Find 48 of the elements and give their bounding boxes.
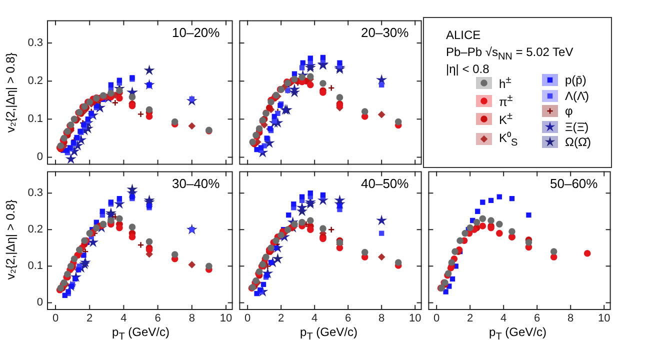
y-axis-title: v₂{2,|Δη| > 0.8} — [3, 199, 18, 280]
x-tick-label: 10 — [598, 312, 610, 325]
legend-label: Λ(Λ̄) — [565, 88, 590, 102]
x-tick-label: 4 — [500, 312, 507, 325]
y-axis-title: v₂{2,|Δη| > 0.8} — [3, 52, 18, 133]
y-tick-label: 0.2 — [28, 75, 43, 88]
chart-title: 20–30% — [361, 25, 409, 40]
y-tick-label: 0.3 — [28, 187, 43, 200]
y-tick-label: 0.1 — [28, 260, 43, 272]
x-tick-label: 0 — [244, 312, 251, 325]
legend-label: π$^{±}$ — [499, 93, 513, 109]
x-tick-label: 8 — [188, 312, 195, 325]
chart-title: 50–60% — [550, 176, 598, 191]
legend-label: p(p̄) — [565, 73, 586, 87]
y-tick-label: 0.3 — [28, 37, 43, 50]
x-axis-title: p$_{T}$ (GeV/c) — [300, 325, 358, 340]
x-axis-title: p$_{T}$ (GeV/c) — [112, 325, 170, 340]
legend-label: h$^{±}$ — [499, 75, 512, 91]
legend-label: K⁰$_{S}$ — [499, 130, 518, 148]
x-tick-label: 6 — [534, 312, 540, 325]
y-tick-label: 0 — [36, 296, 43, 309]
x-tick-label: 0 — [52, 312, 59, 325]
y-tick-label: 0.2 — [28, 224, 43, 236]
x-tick-label: 8 — [378, 312, 385, 325]
y-tick-label: 0 — [36, 151, 43, 164]
chart-title: 40–50% — [361, 176, 409, 191]
x-tick-label: 10 — [220, 312, 232, 325]
x-tick-label: 2 — [467, 312, 474, 325]
x-tick-label: 2 — [278, 312, 284, 325]
x-tick-label: 0 — [434, 312, 440, 325]
x-tick-label: 4 — [120, 312, 127, 325]
x-axis-title: p$_{T}$ (GeV/c) — [489, 325, 546, 340]
legend-label: φ — [565, 104, 573, 118]
chart-title: 10–20% — [172, 25, 220, 40]
legend-label: Ω(Ω̄) — [565, 135, 591, 149]
legend-label: K$^{±}$ — [499, 111, 513, 127]
x-tick-label: 6 — [345, 312, 352, 325]
legend-label: Ξ(Ξ̄) — [565, 120, 589, 134]
text: ALICE — [446, 28, 481, 42]
x-tick-label: 4 — [312, 312, 318, 325]
x-tick-label: 8 — [568, 312, 574, 325]
x-tick-label: 10 — [408, 312, 422, 325]
chart-title: 30–40% — [172, 176, 220, 191]
x-tick-label: 6 — [154, 312, 161, 325]
text: Pb–Pb √s$_{NN}$ = 5.02 TeV — [446, 45, 574, 62]
y-tick-label: 0.1 — [28, 113, 43, 126]
x-tick-label: 2 — [86, 312, 93, 325]
text: |η| < 0.8 — [446, 62, 490, 76]
